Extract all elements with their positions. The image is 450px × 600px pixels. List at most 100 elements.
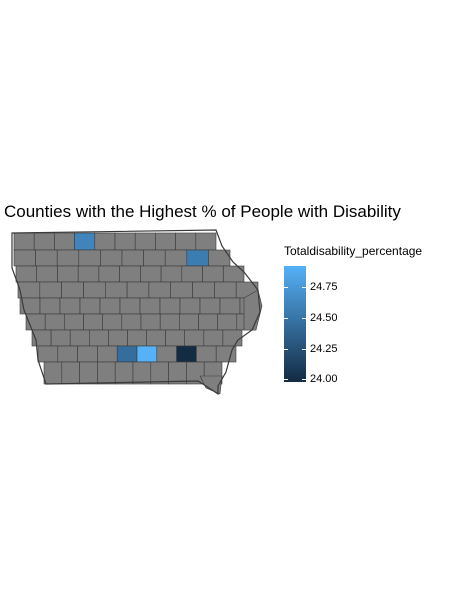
county (33, 232, 55, 251)
county (170, 281, 193, 299)
county (159, 313, 180, 331)
county (121, 313, 142, 331)
county-highlighted (74, 232, 96, 251)
county (159, 297, 181, 315)
county (165, 329, 186, 347)
county (61, 281, 84, 299)
county (119, 297, 141, 315)
county (78, 249, 101, 267)
county (215, 345, 237, 363)
county (140, 313, 161, 331)
county (83, 281, 106, 299)
county (15, 265, 38, 283)
county (155, 232, 176, 251)
legend-tick-mark (284, 379, 288, 380)
legend-tick-mark (284, 318, 288, 319)
legend-tick-mark (302, 349, 306, 350)
county (143, 249, 166, 267)
county (134, 232, 156, 251)
legend-tick-mark (302, 318, 306, 319)
county (105, 281, 128, 299)
county (164, 249, 188, 267)
county (57, 265, 79, 283)
county-highlighted (186, 249, 209, 267)
legend-tick-mark (302, 379, 306, 380)
county (140, 265, 162, 283)
legend-title: Totaldisability_percentage (284, 244, 423, 258)
county (54, 232, 75, 251)
legend-colorbar (284, 266, 306, 382)
county (243, 289, 263, 331)
legend-tick-mark (284, 349, 288, 350)
county (97, 345, 118, 363)
county (57, 345, 78, 363)
county (44, 313, 65, 331)
county (132, 361, 152, 385)
county (35, 249, 58, 267)
county (61, 361, 80, 385)
county (94, 232, 116, 251)
county (199, 375, 223, 395)
county-layer (13, 232, 263, 395)
county (160, 265, 183, 283)
county (195, 232, 217, 251)
county (222, 329, 243, 347)
county (150, 361, 169, 385)
county (102, 313, 123, 331)
county (203, 329, 224, 347)
county (217, 313, 238, 331)
county (198, 313, 219, 331)
county (50, 329, 71, 347)
county (79, 297, 101, 315)
county (13, 249, 36, 267)
county (192, 281, 215, 299)
county (108, 329, 128, 347)
county (37, 345, 59, 363)
county (139, 297, 161, 315)
legend-tick-mark (284, 287, 288, 288)
county (184, 329, 205, 347)
map-title: Counties with the Highest % of People wi… (4, 202, 401, 221)
county (202, 265, 224, 283)
county-highlighted (116, 345, 138, 363)
county (196, 345, 217, 363)
county (179, 297, 201, 315)
county (119, 265, 141, 283)
county (114, 361, 134, 385)
county (219, 297, 241, 315)
county (100, 249, 123, 267)
county (64, 313, 84, 331)
county (121, 249, 144, 267)
county (148, 281, 171, 299)
county (43, 361, 63, 385)
county (146, 329, 166, 347)
county (199, 297, 221, 315)
county (98, 265, 120, 283)
county (89, 329, 109, 347)
state-outline (11, 229, 261, 396)
county-highlighted (176, 345, 197, 363)
county (99, 297, 121, 315)
county (13, 232, 35, 251)
county (39, 281, 62, 299)
county (126, 281, 150, 299)
county (97, 361, 116, 385)
legend-tick-label: 24.25 (310, 343, 338, 355)
county (127, 329, 147, 347)
county (39, 297, 61, 315)
county (59, 297, 81, 315)
legend-tick-label: 24.50 (310, 312, 338, 324)
county (181, 265, 203, 283)
county (36, 265, 58, 283)
county (79, 361, 98, 385)
legend-tick-label: 24.00 (310, 373, 338, 385)
county (77, 345, 98, 363)
county (83, 313, 104, 331)
county (77, 265, 100, 283)
county (214, 281, 237, 299)
county (175, 232, 197, 251)
county (179, 313, 199, 331)
county (69, 329, 90, 347)
legend-tick-label: 24.75 (310, 281, 338, 293)
